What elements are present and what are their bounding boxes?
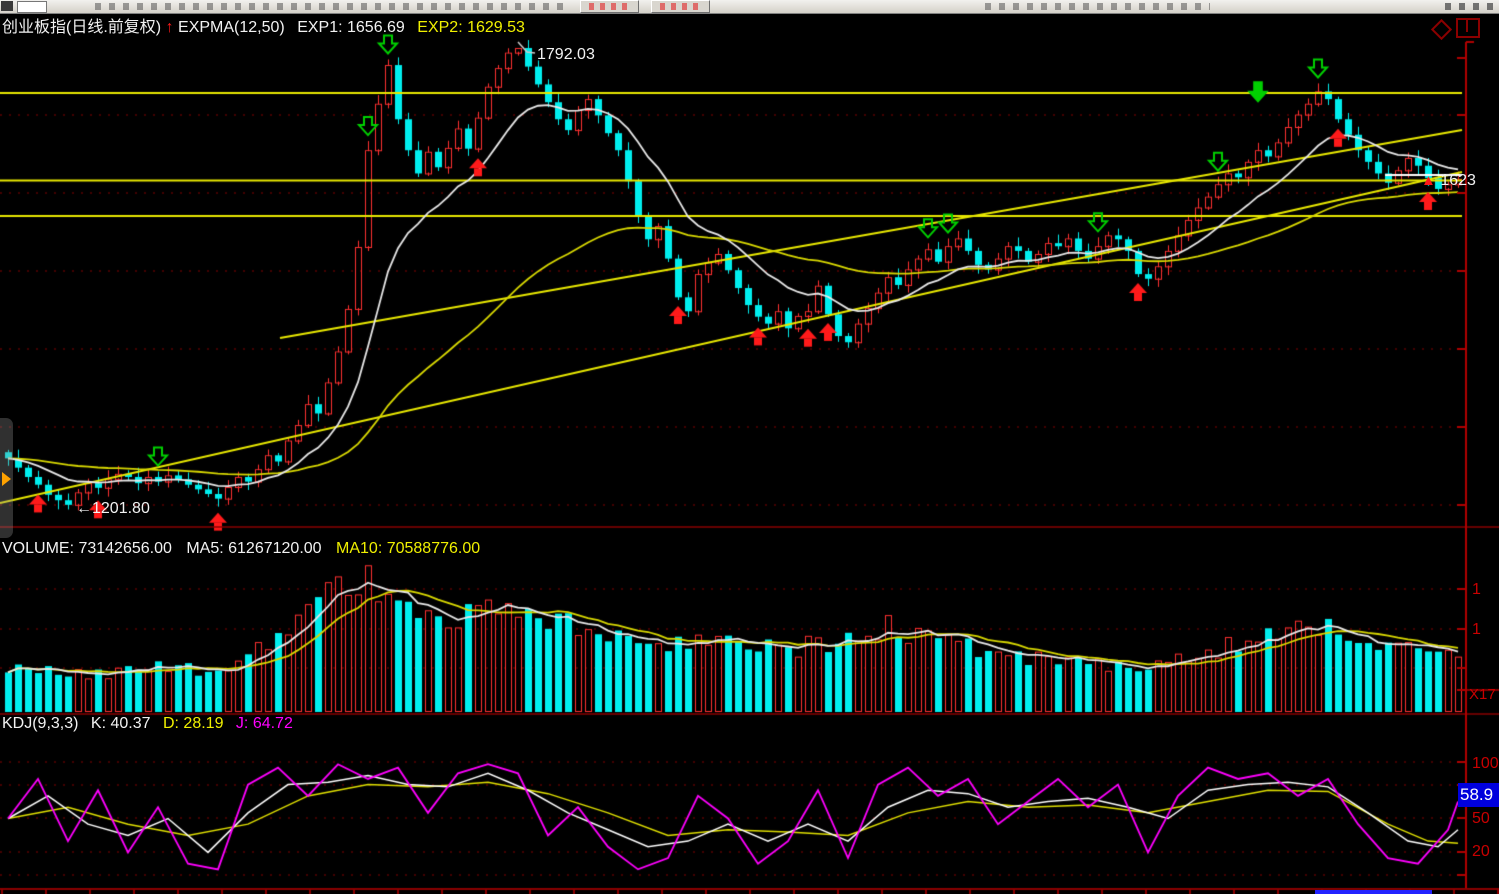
main-chart-header: 创业板指(日线.前复权) ↑ EXPMA(12,50) EXP1: 1656.6…	[2, 13, 525, 37]
kdj-axis-50: 50	[1472, 810, 1490, 827]
symbol-title: 创业板指(日线.前复权)	[2, 19, 162, 36]
kdj-axis-badge: 58.9	[1458, 783, 1499, 807]
toolbar-menu-text-clipped	[95, 3, 565, 10]
app-menu-icon[interactable]	[1, 1, 13, 11]
last-price-value: 1623	[1440, 172, 1476, 189]
volume-ma10: MA10: 70588776.00	[336, 540, 481, 557]
volume-value[interactable]: VOLUME: 73142656.00	[2, 540, 172, 557]
left-scroll-overlay[interactable]	[0, 418, 13, 538]
indicator-label[interactable]: EXPMA(12,50)	[178, 19, 285, 36]
scroll-right-triangle-icon[interactable]	[2, 472, 11, 486]
toolbar-button-1[interactable]	[580, 0, 639, 13]
kdj-axis-20: 20	[1472, 843, 1490, 860]
toolbar-input[interactable]	[17, 1, 47, 13]
volume-header: VOLUME: 73142656.00 MA5: 61267120.00 MA1…	[2, 540, 480, 558]
low-price-annotation: ←1201.80	[76, 500, 150, 517]
volume-ma5: MA5: 61267120.00	[186, 540, 322, 557]
volume-axis-label-2: 1	[1472, 621, 1481, 638]
exp2-value: EXP2: 1629.53	[417, 19, 525, 36]
exp1-value: EXP1: 1656.69	[297, 19, 405, 36]
volume-axis-label-1: 1	[1472, 581, 1481, 598]
trend-up-arrow-icon: ↑	[165, 19, 174, 36]
split-window-icon[interactable]	[1456, 18, 1480, 38]
kdj-j-value: J: 64.72	[235, 715, 293, 732]
toolbar-text-clipped-far-right	[1445, 3, 1493, 10]
toolbar-menu-text-clipped-right	[985, 3, 1210, 10]
buy-signal-arrow-icon: ▲	[1421, 172, 1436, 189]
kdj-axis-100: 100	[1472, 755, 1499, 772]
left-arrow-icon: ←	[76, 500, 92, 517]
kdj-label[interactable]: KDJ(9,3,3)	[2, 715, 79, 732]
peak-price-annotation: 1792.03	[537, 46, 595, 63]
volume-unit-label: X17	[1469, 686, 1496, 703]
kdj-d-value: D: 28.19	[162, 715, 224, 732]
kdj-k-value: K: 40.37	[90, 715, 151, 732]
kdj-header: KDJ(9,3,3) K: 40.37 D: 28.19 J: 64.72	[2, 715, 293, 733]
toolbar-button-2[interactable]	[651, 0, 710, 13]
last-price-tag: ▲ 1623	[1421, 172, 1476, 190]
horizontal-scrollbar-thumb[interactable]	[1315, 890, 1432, 894]
top-toolbar[interactable]	[0, 0, 1499, 14]
